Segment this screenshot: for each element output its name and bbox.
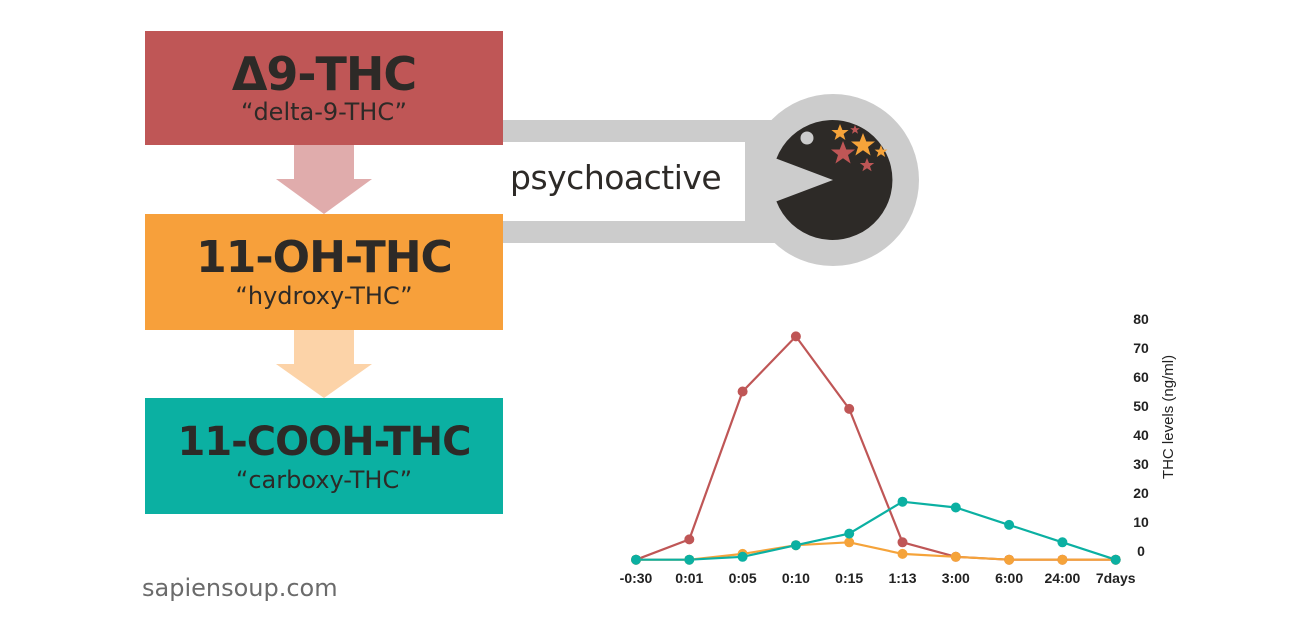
data-point	[1004, 554, 1015, 565]
x-tick-label: 0:01	[675, 570, 703, 586]
data-point	[631, 554, 641, 565]
series-line-1	[636, 541, 1116, 561]
hydroxy-thc-box: 11-OH-THC “hydroxy-THC”	[145, 214, 503, 330]
pacman-icon	[747, 94, 919, 266]
box-title: Δ9-THC	[231, 47, 417, 101]
y-tick-label: 40	[1133, 427, 1149, 443]
series-line-0	[635, 334, 1116, 561]
box-title: 11-COOH-THC	[177, 419, 472, 465]
x-tick-label: 0:15	[835, 570, 863, 586]
data-point	[684, 534, 695, 545]
y-tick-label: 80	[1133, 311, 1149, 327]
arrow-down-2	[276, 330, 372, 398]
connector-top	[503, 120, 783, 142]
star-icon	[831, 141, 855, 164]
data-point	[737, 551, 748, 562]
box-subtitle: “delta-9-THC”	[241, 98, 407, 126]
x-tick-label: -0:30	[620, 570, 653, 586]
y-tick-label: 0	[1137, 543, 1145, 559]
star-icon	[851, 133, 875, 156]
star-icon	[831, 124, 849, 140]
data-point	[684, 554, 695, 565]
data-point	[844, 528, 855, 539]
y-tick-labels: 0 10 20 30 40 50 60 70 80	[1133, 311, 1149, 559]
y-tick-label: 20	[1133, 485, 1149, 501]
x-tick-label: 6:00	[995, 570, 1023, 586]
data-point	[897, 537, 908, 548]
connector-bottom	[503, 221, 783, 243]
data-point	[1110, 554, 1121, 565]
star-icon	[850, 125, 860, 134]
x-tick-labels: -0:30 0:01 0:05 0:10 0:15 1:13 3:00 6:00 24:00 7d…	[620, 570, 1136, 586]
x-tick-label: 7days	[1096, 570, 1136, 586]
y-tick-label: 30	[1133, 456, 1149, 472]
data-point	[950, 551, 961, 562]
delta9-thc-box: Δ9-THC “delta-9-THC”	[145, 31, 503, 145]
star-icon	[874, 145, 888, 157]
pacman-eye	[800, 131, 814, 145]
y-axis-label: THC levels (ng/ml)	[1160, 355, 1177, 479]
star-icon	[859, 158, 875, 172]
y-tick-label: 70	[1133, 340, 1149, 356]
x-tick-label: 24:00	[1044, 570, 1080, 586]
box-subtitle: “hydroxy-THC”	[235, 282, 413, 310]
data-point	[1057, 537, 1068, 548]
y-tick-label: 10	[1133, 514, 1149, 530]
x-tick-label: 0:10	[782, 570, 810, 586]
data-point	[737, 386, 748, 397]
thc-levels-chart: -0:30 0:01 0:05 0:10 0:15 1:13 3:00 6:00 24:00 7d…	[620, 311, 1177, 586]
series-line-2	[636, 500, 1117, 561]
x-tick-label: 0:05	[729, 570, 757, 586]
arrow-shape	[276, 330, 372, 398]
data-point	[844, 537, 855, 548]
psychoactive-label: psychoactive	[510, 158, 722, 197]
data-point	[950, 502, 961, 513]
data-point	[1057, 554, 1068, 565]
arrow-shape	[276, 145, 372, 214]
y-tick-label: 50	[1133, 398, 1149, 414]
x-tick-label: 3:00	[942, 570, 970, 586]
arrow-down-1	[276, 145, 372, 214]
data-point	[790, 540, 801, 551]
data-point	[897, 496, 908, 507]
carboxy-thc-box: 11-COOH-THC “carboxy-THC”	[145, 398, 503, 514]
y-tick-label: 60	[1133, 369, 1149, 385]
data-point	[897, 548, 908, 559]
data-point	[790, 331, 801, 342]
box-title: 11-OH-THC	[196, 232, 453, 283]
series-layer	[631, 331, 1121, 565]
data-point	[1004, 519, 1015, 530]
x-tick-label: 1:13	[888, 570, 916, 586]
data-point	[844, 403, 855, 414]
site-credit: sapiensoup.com	[142, 574, 338, 602]
box-subtitle: “carboxy-THC”	[235, 466, 413, 494]
